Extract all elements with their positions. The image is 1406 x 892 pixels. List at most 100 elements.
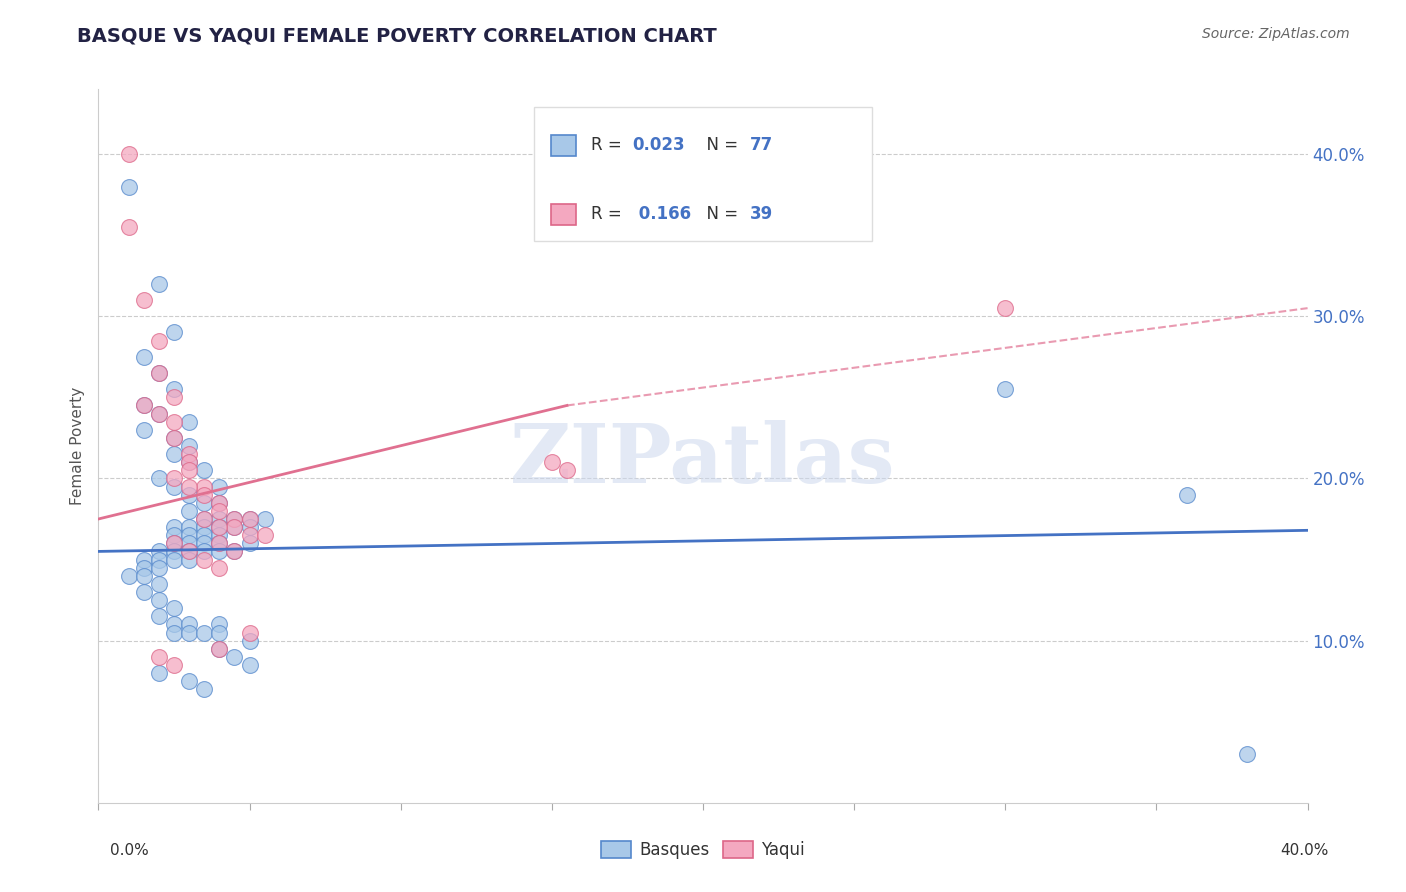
Point [179, 488, 201, 502]
Point [148, 552, 170, 566]
Text: 77: 77 [749, 136, 773, 154]
Point [179, 674, 201, 689]
Point [163, 326, 186, 340]
Point [994, 301, 1017, 315]
Text: R =: R = [591, 205, 627, 223]
Point [148, 366, 170, 380]
Text: N =: N = [696, 136, 744, 154]
Point [179, 504, 201, 518]
Point [179, 528, 201, 542]
Point [179, 552, 201, 566]
Point [208, 536, 231, 550]
Point [163, 657, 186, 672]
Point [163, 431, 186, 445]
Point [208, 528, 231, 542]
Point [148, 334, 170, 348]
Point [163, 617, 186, 632]
Point [163, 601, 186, 615]
Point [148, 407, 170, 421]
Point [208, 512, 231, 526]
Point [148, 366, 170, 380]
Point [208, 536, 231, 550]
Point [193, 463, 215, 477]
Point [179, 455, 201, 469]
Point [1175, 488, 1198, 502]
Point [148, 577, 170, 591]
Point [208, 496, 231, 510]
Point [193, 520, 215, 534]
Point [163, 390, 186, 404]
Point [179, 463, 201, 477]
Text: 39: 39 [749, 205, 773, 223]
Point [208, 617, 231, 632]
Point [163, 552, 186, 566]
Point [208, 625, 231, 640]
Text: 0.023: 0.023 [633, 136, 685, 154]
Point [179, 617, 201, 632]
Point [208, 520, 231, 534]
Point [132, 423, 155, 437]
Point [132, 568, 155, 582]
Point [208, 560, 231, 574]
Point [148, 544, 170, 558]
Point [239, 625, 262, 640]
Point [224, 512, 246, 526]
Point [208, 641, 231, 656]
Point [193, 496, 215, 510]
Point [193, 552, 215, 566]
Text: ZIPatlas: ZIPatlas [510, 420, 896, 500]
Point [148, 471, 170, 485]
Point [224, 544, 246, 558]
Point [179, 536, 201, 550]
Point [540, 455, 562, 469]
Point [132, 560, 155, 574]
Point [148, 666, 170, 681]
Point [239, 536, 262, 550]
Point [163, 471, 186, 485]
Point [179, 520, 201, 534]
Point [224, 544, 246, 558]
Point [148, 649, 170, 664]
Text: R =: R = [591, 136, 627, 154]
Point [1236, 747, 1258, 761]
Point [193, 512, 215, 526]
Point [179, 439, 201, 453]
Point [179, 544, 201, 558]
Point [193, 528, 215, 542]
Point [118, 568, 141, 582]
Point [132, 399, 155, 413]
Point [148, 560, 170, 574]
Text: 40.0%: 40.0% [1281, 843, 1329, 858]
Y-axis label: Female Poverty: Female Poverty [70, 387, 86, 505]
Point [132, 293, 155, 307]
Point [208, 544, 231, 558]
Point [118, 147, 141, 161]
Point [208, 641, 231, 656]
Point [193, 488, 215, 502]
Point [224, 520, 246, 534]
Point [163, 447, 186, 461]
Point [253, 512, 276, 526]
Point [148, 277, 170, 291]
Point [163, 382, 186, 396]
Text: 0.0%: 0.0% [110, 843, 149, 858]
Point [239, 657, 262, 672]
Point [148, 593, 170, 607]
Point [193, 544, 215, 558]
Point [163, 431, 186, 445]
Point [193, 682, 215, 697]
Text: N =: N = [696, 205, 744, 223]
Point [253, 528, 276, 542]
Point [163, 536, 186, 550]
Point [193, 625, 215, 640]
Point [224, 520, 246, 534]
Text: Source: ZipAtlas.com: Source: ZipAtlas.com [1202, 27, 1350, 41]
Point [239, 520, 262, 534]
Point [163, 528, 186, 542]
Point [163, 536, 186, 550]
Point [208, 520, 231, 534]
Point [224, 512, 246, 526]
Point [132, 399, 155, 413]
Point [163, 520, 186, 534]
Point [179, 479, 201, 493]
